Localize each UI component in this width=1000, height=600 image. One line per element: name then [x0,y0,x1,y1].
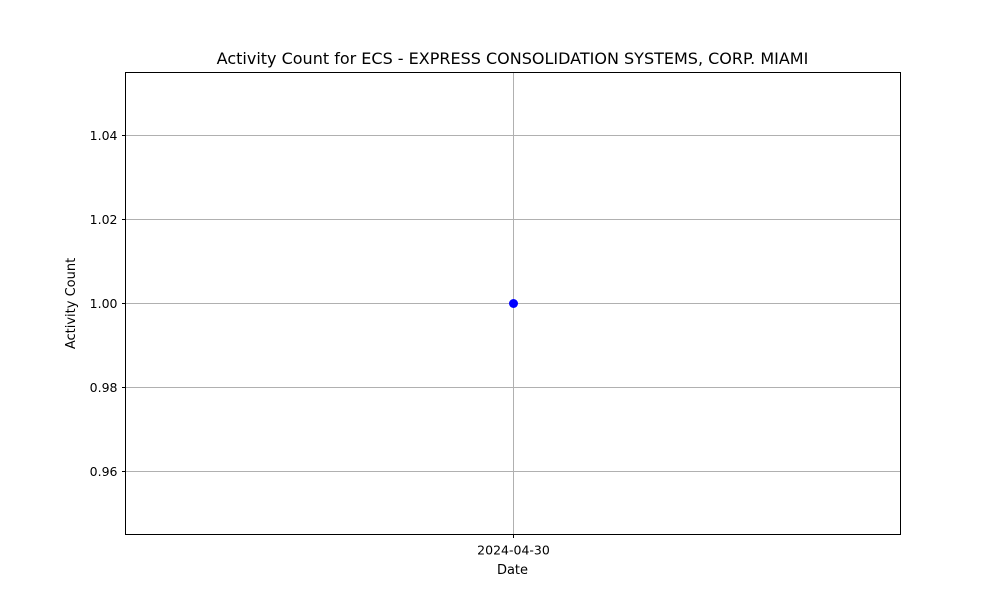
x-axis-label: Date [497,563,528,578]
y-tick-label: 1.00 [90,296,118,311]
x-tick-label: 2024-04-30 [477,543,550,558]
y-tick-label: 1.02 [90,212,118,227]
data-point [509,299,518,308]
y-tick-label: 0.96 [90,464,118,479]
y-tick-label: 0.98 [90,380,118,395]
y-axis-label: Activity Count [64,258,79,349]
series [509,299,518,308]
y-tick-label: 1.04 [90,128,118,143]
axis-ticks: 0.96 0.98 1.00 1.02 1.04 2024-04-30 [90,128,550,558]
chart-title: Activity Count for ECS - EXPRESS CONSOLI… [217,49,809,68]
